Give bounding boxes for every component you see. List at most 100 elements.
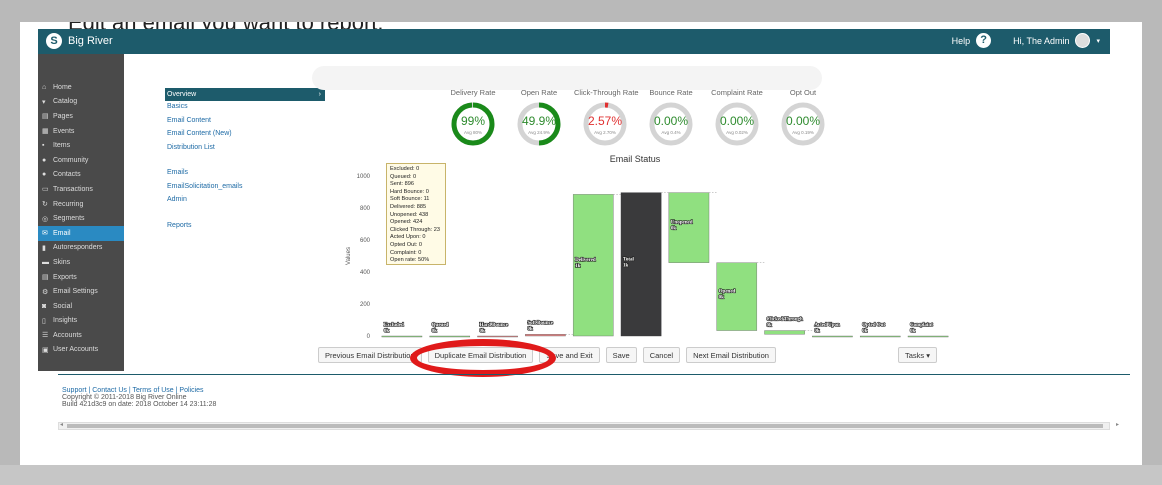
previous-distribution-button[interactable]: Previous Email Distribution: [318, 347, 422, 363]
subnav-item-emails[interactable]: Emails: [165, 169, 325, 183]
chart-data-label: 0k: [814, 329, 820, 334]
y-axis-label: Values: [346, 247, 352, 265]
sidebar-item-label: Contacts: [53, 171, 81, 179]
greeting[interactable]: Hi, The Admin: [1013, 35, 1070, 46]
chart-data-label: 0k: [766, 324, 772, 329]
chart-data-label: Opened: [719, 290, 736, 295]
sidebar-item-label: Items: [53, 142, 71, 150]
chart-data-label: 0k: [479, 329, 485, 334]
subnav-item-overview[interactable]: Overview ›: [165, 88, 325, 101]
gauge-opt-out: Opt Out 0.00% Avg 0.19%: [772, 88, 834, 147]
gauge-ring: 49.9% Avg 24.9%: [516, 101, 562, 147]
sidebar-item-skins[interactable]: ▬ Skins: [38, 255, 124, 270]
subnav-label: EmailSolicitation_emails: [167, 182, 243, 190]
avatar[interactable]: [1075, 33, 1091, 48]
tooltip-line: Opted Out: 0: [390, 241, 423, 248]
scroll-thumb[interactable]: [67, 424, 1103, 428]
tooltip-line: Opened: 424: [390, 219, 423, 226]
subnav-label: Distribution List: [167, 143, 215, 151]
scroll-left-icon[interactable]: ◂: [60, 422, 64, 428]
sidebar-item-label: Segments: [53, 215, 85, 223]
sidebar-item-email[interactable]: ✉ Email: [38, 225, 124, 241]
sidebar-item-transactions[interactable]: ▭ Transactions: [38, 182, 124, 197]
chart-bar: [764, 330, 805, 335]
gauge-fill: [451, 102, 495, 146]
sidebar-item-items[interactable]: ▪ Items: [38, 138, 124, 153]
footer-link-terms-of-use[interactable]: Terms of Use: [132, 387, 174, 394]
users-icon: ●: [42, 156, 47, 164]
sidebar-item-label: Recurring: [53, 200, 84, 208]
gauge-average: Avg 0.19%: [792, 130, 814, 135]
highlight-circle: [410, 339, 556, 377]
rate-gauges: Delivery Rate 99% Avg 80% Open Rate 49.9% Avg…: [442, 88, 834, 147]
tooltip-line: Queued: 0: [390, 173, 417, 180]
chart-bar: [620, 192, 662, 337]
chart-data-label: 0k: [910, 329, 916, 334]
sidebar-item-contacts[interactable]: ● Contacts: [38, 168, 124, 183]
subnav-item-reports[interactable]: Reports: [165, 222, 325, 236]
next-distribution-button[interactable]: Next Email Distribution: [686, 347, 776, 363]
sidebar-item-home[interactable]: ⌂ Home: [38, 80, 124, 95]
sidebar-item-insights[interactable]: ▯ Insights: [38, 314, 124, 329]
chart-bar: [381, 335, 423, 338]
sidebar-item-recurring[interactable]: ↻ Recurring: [38, 197, 124, 212]
scroll-right-icon[interactable]: ▸: [1115, 422, 1119, 428]
sidebar-item-events[interactable]: ▦ Events: [38, 124, 124, 139]
sidebar-item-exports[interactable]: ▤ Exports: [38, 270, 124, 285]
chart-bar: [812, 335, 853, 338]
brand[interactable]: S Big River: [46, 33, 113, 49]
email-status-chart: Values02004006008001000Excluded0kQueued0…: [346, 174, 949, 340]
sidebar-item-community[interactable]: ● Community: [38, 153, 124, 168]
gauge-ring: 2.57% Avg 2.70%: [582, 101, 628, 147]
brand-name: Big River: [68, 35, 113, 47]
items-icon: ▪: [42, 142, 45, 150]
sidebar-item-label: Insights: [53, 317, 78, 325]
user-area: Help ? Hi, The Admin ▾: [952, 33, 1100, 48]
chart-bar: [716, 262, 758, 331]
tasks-dropdown[interactable]: Tasks ▾: [898, 347, 938, 363]
save-button[interactable]: Save: [605, 347, 637, 363]
sidebar-item-autoresponders[interactable]: ▮ Autoresponders: [38, 241, 124, 256]
sidebar-item-social[interactable]: ◙ Social: [38, 299, 124, 314]
gauge-title: Bounce Rate: [649, 88, 693, 97]
accounts-icon: ☰: [42, 332, 49, 340]
cancel-button[interactable]: Cancel: [642, 347, 681, 363]
transactions-icon: ▭: [42, 186, 49, 194]
chevron-down-icon[interactable]: ▾: [1096, 37, 1100, 45]
sidebar-item-catalog[interactable]: ▾ Catalog: [38, 95, 124, 110]
sidebar-item-email-settings[interactable]: ⚙ Email Settings: [38, 284, 124, 299]
subnav-item-emailsolicitation-emails[interactable]: EmailSolicitation_emails: [165, 183, 325, 197]
help-icon[interactable]: ?: [976, 33, 992, 48]
page-bottom-band: [0, 465, 1162, 485]
subnav-label: Emails: [167, 169, 189, 176]
gauge-value: 0.00%: [719, 114, 755, 128]
subnav-item-email-content[interactable]: Email Content: [165, 117, 325, 131]
subnav-item-admin[interactable]: Admin: [165, 196, 325, 210]
chart-data-label: Soft Bounce: [527, 321, 553, 326]
chart-bar: [572, 194, 614, 337]
chart-bar: [477, 335, 518, 338]
gauge-value: 99%: [460, 114, 486, 128]
footer-link-policies[interactable]: Policies: [179, 387, 204, 394]
sidebar-item-user-accounts[interactable]: ▣ User Accounts: [38, 343, 124, 358]
gauge-ring: 0.00% Avg 0.02%: [714, 101, 760, 147]
folder-icon: ▬: [42, 258, 49, 266]
sidebar-item-accounts[interactable]: ☰ Accounts: [38, 328, 124, 343]
sidebar-item-segments[interactable]: ◎ Segments: [38, 211, 124, 226]
footer-links: Support | Contact Us | Terms of Use | Po…: [62, 387, 1130, 394]
horizontal-scrollbar[interactable]: ◂ ▸: [58, 422, 1119, 430]
help-link[interactable]: Help: [951, 35, 971, 46]
footer-link-support[interactable]: Support: [62, 387, 87, 394]
chart-tooltip: Excluded: 0 Queued: 0 Sent: 896 Hard Bounce…: [386, 163, 446, 265]
subnav-item-basics[interactable]: Basics: [165, 103, 325, 117]
sidebar-item-pages[interactable]: ▤ Pages: [38, 109, 124, 124]
chart-data-label: Acted Upon: [814, 323, 840, 328]
autoresponder-icon: ▮: [42, 244, 46, 252]
sidebar-item-label: Catalog: [53, 98, 78, 106]
chart-data-label: Delivered: [575, 258, 596, 263]
footer-link-contact-us[interactable]: Contact Us: [92, 387, 127, 394]
chart-bar: [429, 335, 471, 338]
subnav-item-distribution-list[interactable]: Distribution List: [165, 144, 325, 158]
chart-data-label: Queued: [432, 323, 449, 328]
subnav-item-email-content-new-[interactable]: Email Content (New): [165, 130, 325, 144]
